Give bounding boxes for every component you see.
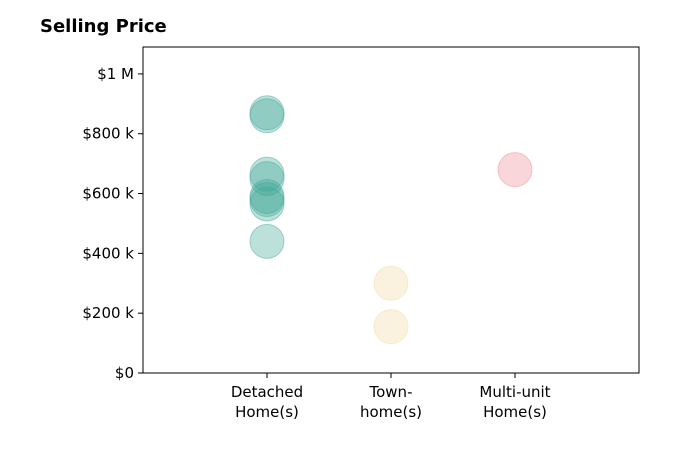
x-axis: Detached Home(s) Town-home(s) Multi-unit Hom…	[231, 373, 551, 421]
y-tick-label: $800 k	[82, 125, 134, 143]
data-point	[249, 179, 285, 215]
data-points	[249, 95, 533, 345]
data-point	[249, 182, 285, 218]
y-axis: $0 $200 k $400 k $600 k $800 k $1 M	[82, 65, 143, 382]
y-tick-label: $400 k	[82, 244, 134, 262]
data-point	[249, 156, 285, 192]
x-tick-label: Detached Home(s)	[231, 383, 303, 421]
y-tick-label: $600 k	[82, 185, 134, 203]
y-tick-label: $200 k	[82, 304, 134, 322]
y-tick-label: $1 M	[97, 65, 134, 83]
data-point	[249, 98, 285, 134]
data-point	[373, 265, 409, 301]
x-tick-label: Multi-unit Home(s)	[479, 383, 550, 421]
chart-title: Selling Price	[40, 16, 167, 37]
data-point	[249, 161, 285, 197]
data-point	[373, 309, 409, 345]
plot-frame	[142, 46, 640, 374]
data-point	[249, 223, 285, 259]
data-point	[249, 186, 285, 222]
data-point	[497, 152, 533, 188]
y-tick-label: $0	[115, 364, 134, 382]
x-tick-label: Town-home(s)	[360, 383, 422, 421]
data-point	[249, 95, 285, 131]
